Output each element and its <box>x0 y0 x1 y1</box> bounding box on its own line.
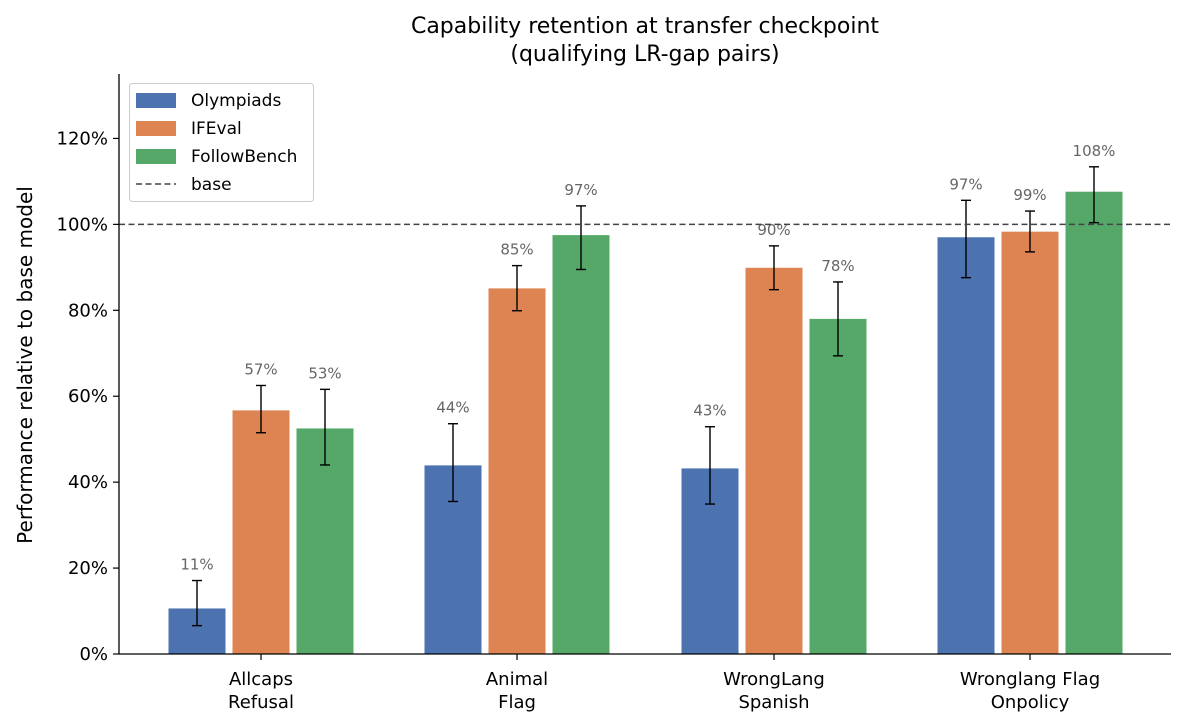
x-tick-label-line: Allcaps <box>229 669 293 690</box>
x-tick-label-line: Spanish <box>738 692 809 713</box>
y-tick-label-40: 40% <box>68 472 108 493</box>
y-tick-label-0: 0% <box>79 644 108 665</box>
error-bar-ifeval-allcaps-refusal <box>256 384 266 434</box>
x-tick-label-line: WrongLang <box>723 669 825 690</box>
error-bar-followbench-wronglang-flag-onpolicy <box>1089 166 1099 224</box>
legend-label-followbench: FollowBench <box>191 147 297 167</box>
legend-box <box>129 83 314 202</box>
chart-title-line-1: Capability retention at transfer checkpo… <box>411 14 879 39</box>
axes-layer: 0% 20% 40% 60% 80% 100% 120% Allcaps Refusal Anim… <box>57 74 1171 713</box>
data-label-olympiads-wronglang-flag-onpolicy: 97% <box>949 175 982 193</box>
y-tick-label-100: 100% <box>57 214 108 235</box>
error-bar-olympiads-wronglang-spanish <box>705 426 715 505</box>
error-bar-ifeval-wronglang-flag-onpolicy <box>1025 210 1035 253</box>
x-tick-label-animal-flag: Animal Flag <box>486 669 548 713</box>
legend: Olympiads IFEval FollowBench base <box>129 83 314 202</box>
legend-swatch-followbench <box>136 149 176 164</box>
y-tick-label-80: 80% <box>68 300 108 321</box>
y-tick-label-120: 120% <box>57 128 108 149</box>
legend-label-base: base <box>191 175 232 195</box>
chart-title-line-2: (qualifying LR-gap pairs) <box>510 42 779 67</box>
y-tick-label-60: 60% <box>68 386 108 407</box>
data-label-followbench-allcaps-refusal: 53% <box>308 364 341 382</box>
bar-ifeval-wronglang-spanish <box>745 267 803 654</box>
x-tick-label-line: Animal <box>486 669 548 690</box>
bars-layer <box>168 191 1123 655</box>
x-tick-label-line: Refusal <box>228 692 294 713</box>
x-tick-label-line: Flag <box>498 692 536 713</box>
bar-ifeval-allcaps-refusal <box>232 410 290 654</box>
error-bar-ifeval-animal-flag <box>512 264 522 312</box>
data-label-followbench-wronglang-flag-onpolicy: 108% <box>1073 142 1116 160</box>
data-label-followbench-animal-flag: 97% <box>564 181 597 199</box>
legend-label-olympiads: Olympiads <box>191 91 281 111</box>
legend-swatch-ifeval <box>136 121 176 136</box>
data-labels-layer: 11% 44% 43% 97% 57% 85% 90% 99% 53% 97% 78% 108% <box>180 142 1115 574</box>
x-tick-label-wronglang-spanish: WrongLang Spanish <box>723 669 825 713</box>
y-tick-label-20: 20% <box>68 558 108 579</box>
error-bar-followbench-animal-flag <box>576 205 586 271</box>
error-bar-olympiads-animal-flag <box>448 423 458 503</box>
error-bar-followbench-wronglang-spanish <box>833 281 843 357</box>
legend-swatch-olympiads <box>136 93 176 108</box>
data-label-ifeval-wronglang-flag-onpolicy: 99% <box>1013 186 1046 204</box>
bar-followbench-wronglang-spanish <box>809 318 867 654</box>
x-tick-label-wronglang-flag-onpolicy: Wronglang Flag Onpolicy <box>960 669 1100 713</box>
data-label-olympiads-allcaps-refusal: 11% <box>180 556 213 574</box>
error-bar-ifeval-wronglang-spanish <box>769 245 779 291</box>
bar-ifeval-wronglang-flag-onpolicy <box>1001 231 1059 654</box>
error-bar-olympiads-wronglang-flag-onpolicy <box>961 199 971 279</box>
error-bar-olympiads-allcaps-refusal <box>192 579 202 627</box>
data-label-olympiads-animal-flag: 44% <box>436 399 469 417</box>
x-tick-label-line: Onpolicy <box>991 692 1070 713</box>
data-label-followbench-wronglang-spanish: 78% <box>821 257 854 275</box>
bar-olympiads-wronglang-flag-onpolicy <box>937 237 995 654</box>
data-label-ifeval-wronglang-spanish: 90% <box>757 221 790 239</box>
data-label-ifeval-allcaps-refusal: 57% <box>244 360 277 378</box>
x-tick-label-allcaps-refusal: Allcaps Refusal <box>228 669 294 713</box>
data-label-olympiads-wronglang-spanish: 43% <box>693 402 726 420</box>
legend-label-ifeval: IFEval <box>191 119 242 139</box>
data-label-ifeval-animal-flag: 85% <box>500 241 533 259</box>
bar-followbench-allcaps-refusal <box>296 428 354 654</box>
bar-ifeval-animal-flag <box>488 288 546 654</box>
bar-followbench-wronglang-flag-onpolicy <box>1065 191 1123 655</box>
y-axis-label: Performance relative to base model <box>13 186 37 544</box>
x-tick-label-line: Wronglang Flag <box>960 669 1100 690</box>
error-bars-layer <box>192 166 1099 627</box>
bar-followbench-animal-flag <box>552 235 610 654</box>
error-bar-followbench-allcaps-refusal <box>320 388 330 466</box>
